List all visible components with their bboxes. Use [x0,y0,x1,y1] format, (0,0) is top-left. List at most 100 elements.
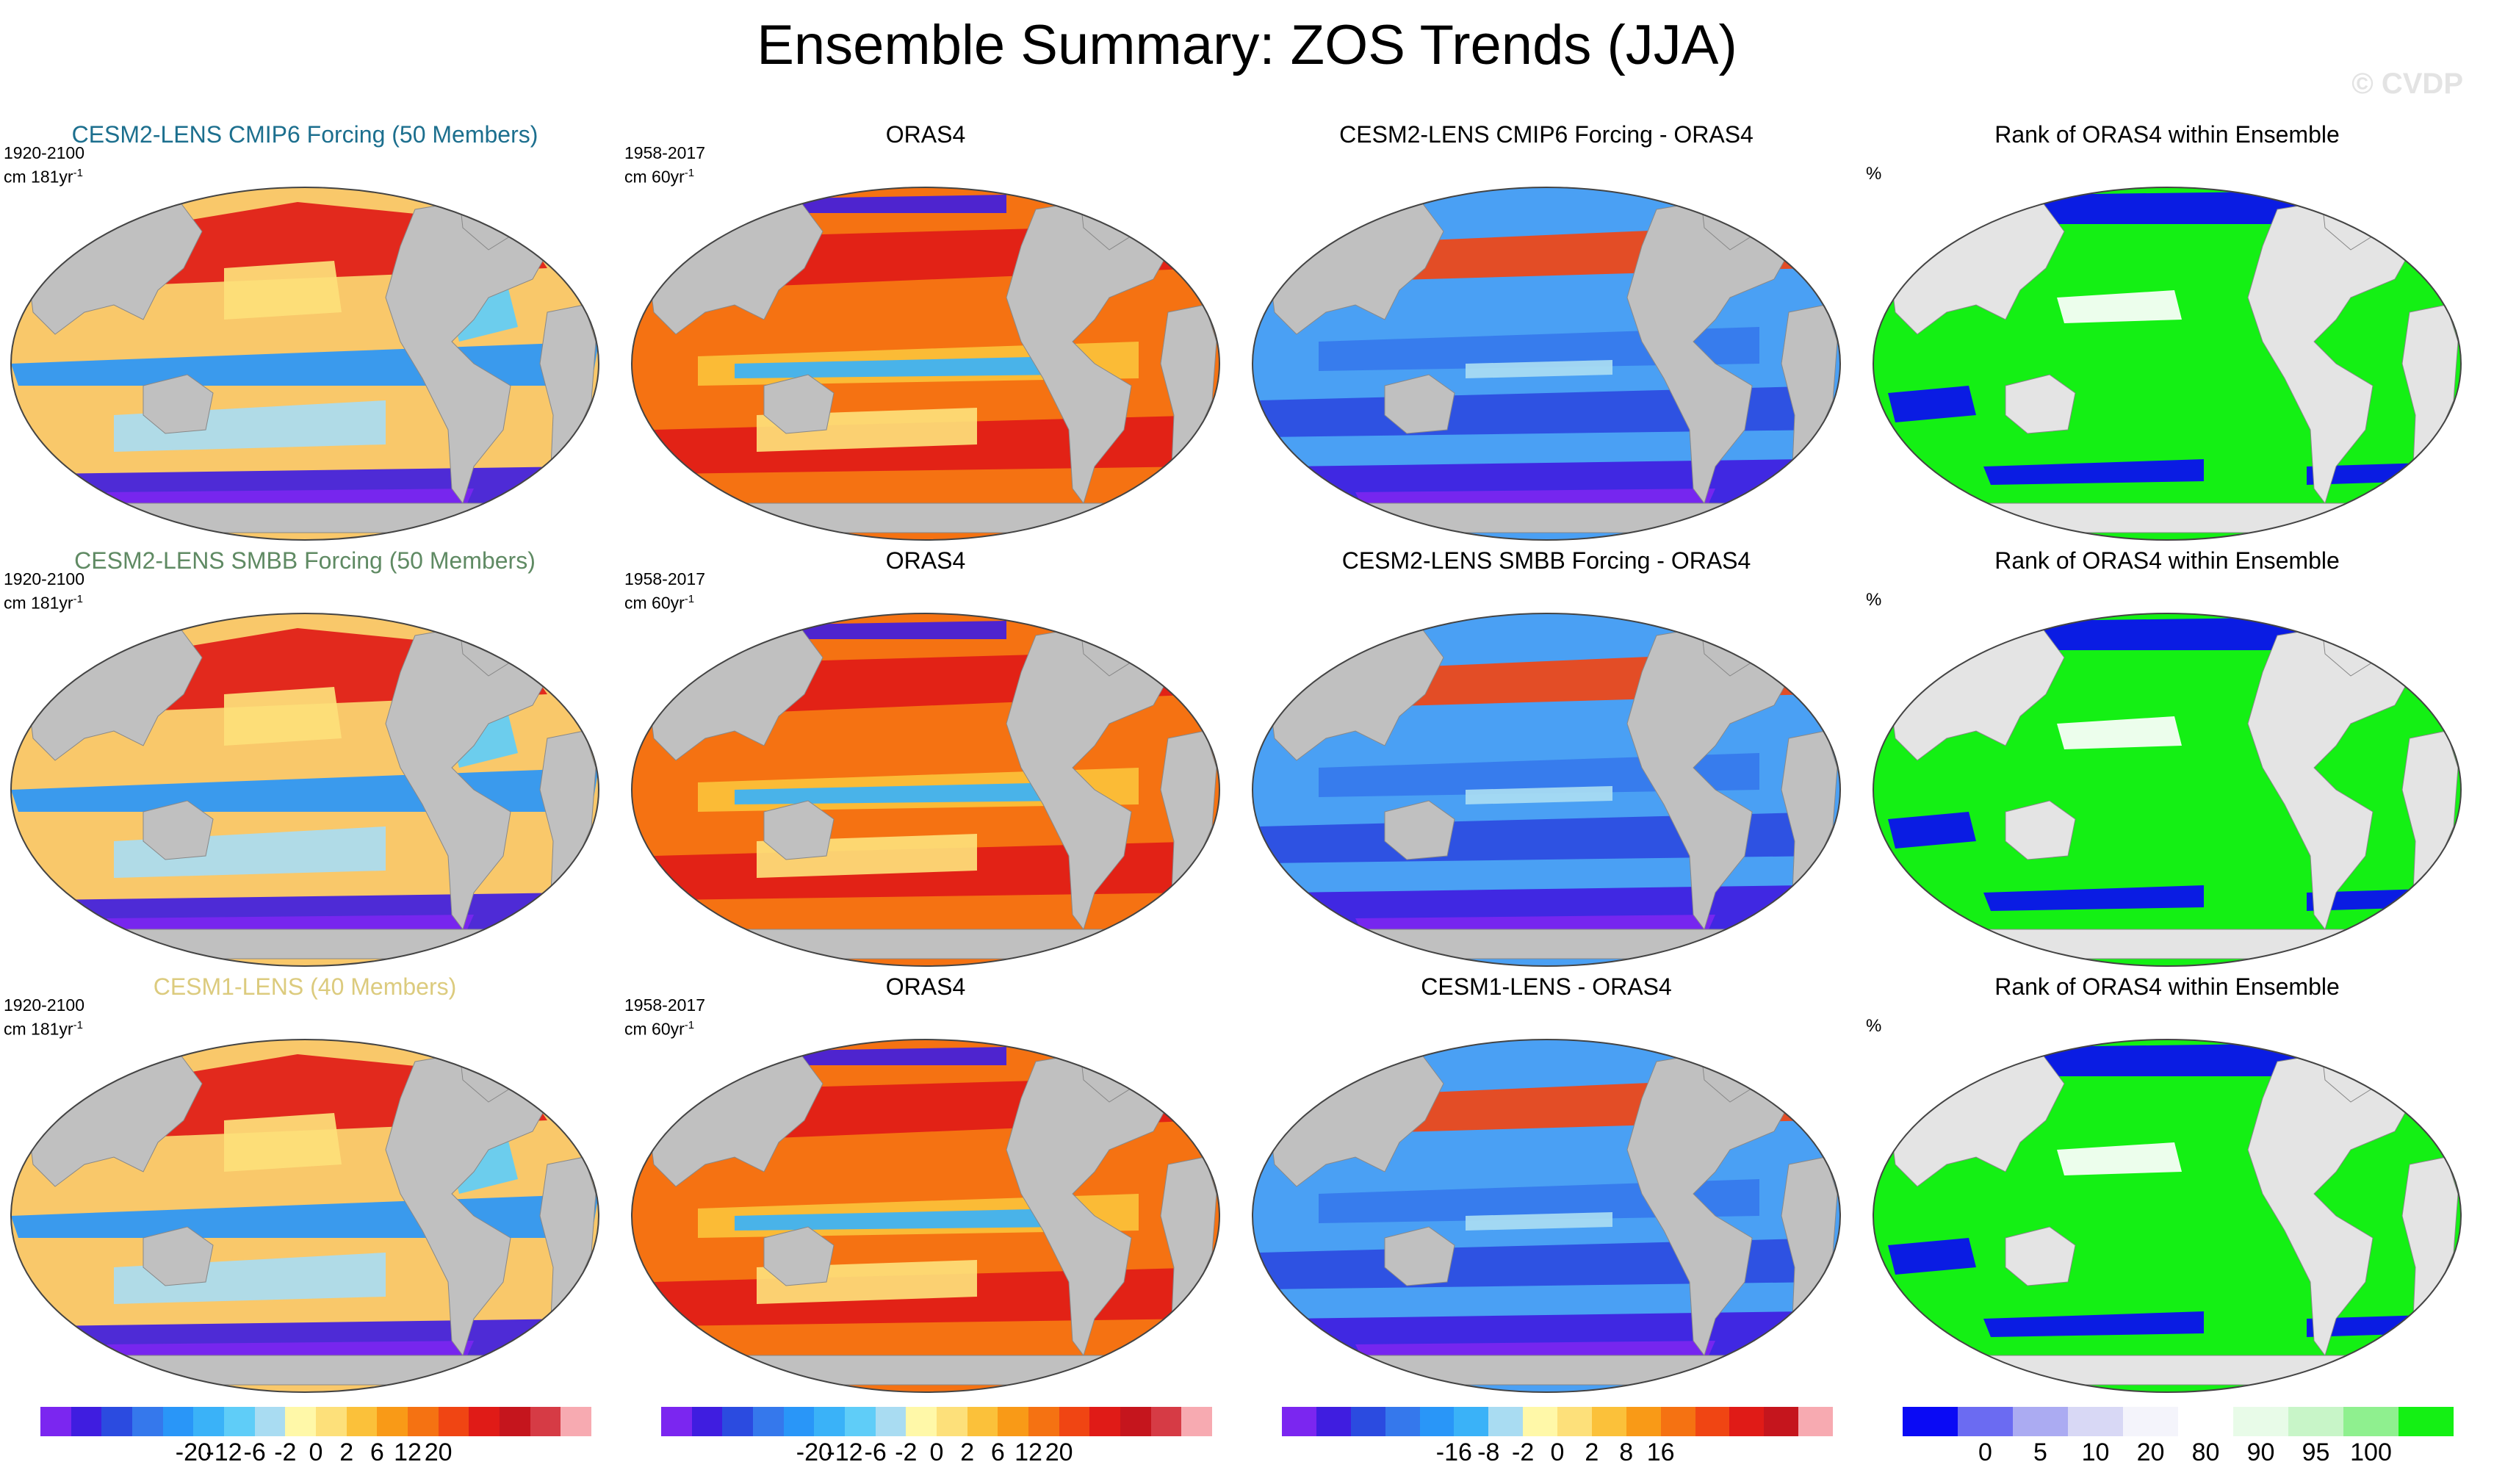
rank-panel-title: Rank of ORAS4 within Ensemble [1994,547,2340,574]
trend-period-label: 1958-2017 cm 60yr-1 [624,569,705,613]
map-outline [10,613,599,967]
colorbar-swatch [1282,1407,1316,1436]
diff-map [1252,613,1841,967]
rank-panel-title: Rank of ORAS4 within Ensemble [1994,973,2340,1000]
land-australia [2005,800,2076,860]
map-outline [1873,613,2462,967]
map-outline [10,1039,599,1393]
colorbar-swatch [722,1407,754,1436]
period-text: 1920-2100 [4,143,84,162]
figure-title: Ensemble Summary: ZOS Trends (JJA) [757,14,1737,76]
trend-region-2 [1983,1311,2204,1337]
land-australia [143,374,214,434]
colorbar-swatch [438,1407,469,1436]
trend-region-2 [1983,885,2204,911]
colorbar-swatch [132,1407,163,1436]
land-australia [2005,374,2076,434]
colorbar-tick-label: 2 [960,1438,975,1466]
colorbar-tick-label: 12 [1014,1438,1042,1466]
colorbar-swatch [1488,1407,1524,1436]
colorbar-swatch [1150,1407,1182,1436]
colorbar-swatch [2068,1407,2123,1436]
colorbar-swatch [1385,1407,1420,1436]
colorbar-swatch [1729,1407,1765,1436]
colorbar-swatch [998,1407,1029,1436]
trend-region-5 [793,621,1006,639]
period-text: 1958-2017 [624,995,705,1015]
trend-region-2 [735,356,1065,378]
colorbar-tick-label: 6 [990,1438,1005,1466]
colorbar-tick-label: 20 [1045,1438,1073,1466]
ensemble-panel-title: CESM2-LENS CMIP6 Forcing (50 Members) [71,121,538,148]
rank-map [1873,613,2462,967]
colorbar-tick-label: 0 [1978,1438,1992,1466]
colorbar-swatch [1316,1407,1351,1436]
colorbar-swatch [561,1407,592,1436]
colorbar-swatch [1419,1407,1455,1436]
land-australia [1384,800,1455,860]
units-superscript: -1 [73,167,83,179]
map-outline [631,1039,1220,1393]
colorbar-3-labels: -16 -8 -2 0 2 8 16 [1282,1438,1833,1468]
colorbar-swatch [377,1407,408,1436]
units-superscript: -1 [684,167,695,179]
colorbar-tick-label: 12 [394,1438,422,1466]
colorbar-tick-label: 20 [424,1438,453,1466]
colorbar-swatch [101,1407,133,1436]
panel-ensemble-row2: CESM2-LENS SMBB Forcing (50 Members) 1920… [4,547,606,1003]
rank-map [1873,187,2462,541]
trend-region-2 [735,782,1065,804]
rank-unit-label: % [1866,164,1882,184]
trend-region-2 [735,1209,1065,1231]
colorbar-swatch [2178,1407,2233,1436]
colorbar-tick-label: -20 [796,1438,832,1466]
trend-region-4 [2057,716,2182,749]
trend-region-5 [1466,786,1612,804]
period-text: 1958-2017 [624,143,705,162]
panel-rank-row2: Rank of ORAS4 within Ensemble% [1866,547,2468,1003]
land-australia [143,1226,214,1286]
units-text: cm 181yr [4,167,73,187]
trend-region-0 [2035,191,2336,224]
colorbar-swatch [1059,1407,1090,1436]
land-australia [1384,374,1455,434]
colorbar-tick-label: 20 [2136,1438,2165,1466]
trend-period-label: 1920-2100 cm 181yr-1 [4,995,84,1040]
colorbar-tick-label: -20 [175,1438,212,1466]
diff-map [1252,187,1841,541]
obs-map [631,613,1220,967]
obs-panel-title: ORAS4 [885,547,966,574]
land-australia [1384,1226,1455,1286]
diff-panel-title: CESM2-LENS SMBB Forcing - ORAS4 [1341,547,1751,574]
rank-map [1873,1039,2462,1393]
obs-panel-title: ORAS4 [885,121,966,148]
colorbar-swatch [408,1407,439,1436]
colorbar-swatch [906,1407,937,1436]
ensemble-panel-title: CESM1-LENS (40 Members) [153,973,457,1000]
colorbar-tick-label: -6 [243,1438,266,1466]
panel-ensemble-row3: CESM1-LENS (40 Members) 1920-2100 cm 181yr… [4,973,606,1429]
colorbar-tick-label: 10 [2081,1438,2110,1466]
trend-region-1 [1888,1238,1976,1275]
units-text: cm 60yr [624,1019,685,1039]
colorbar-3 [1282,1407,1833,1436]
panel-obs-row2: ORAS4 1958-2017 cm 60yr-1 [624,547,1227,1003]
colorbar-tick-label: 5 [2033,1438,2047,1466]
units-text: cm 60yr [624,593,685,613]
trend-period-label: 1920-2100 cm 181yr-1 [4,569,84,613]
map-outline [1252,187,1841,541]
colorbar-swatch [1089,1407,1121,1436]
colorbar-tick-label: -16 [1435,1438,1472,1466]
units-text: cm 181yr [4,1019,73,1039]
trend-period-label: 1958-2017 cm 60yr-1 [624,995,705,1040]
colorbar-swatch [875,1407,907,1436]
colorbar-swatch [316,1407,347,1436]
colorbar-swatch [285,1407,317,1436]
rank-panel-title: Rank of ORAS4 within Ensemble [1994,121,2340,148]
colorbar-tick-label: 8 [1619,1438,1634,1466]
colorbar-tick-label: 0 [929,1438,944,1466]
land-australia [143,800,214,860]
colorbar-tick-label: -12 [206,1438,242,1466]
colorbar-swatch [2013,1407,2068,1436]
trend-region-5 [1466,1212,1612,1231]
